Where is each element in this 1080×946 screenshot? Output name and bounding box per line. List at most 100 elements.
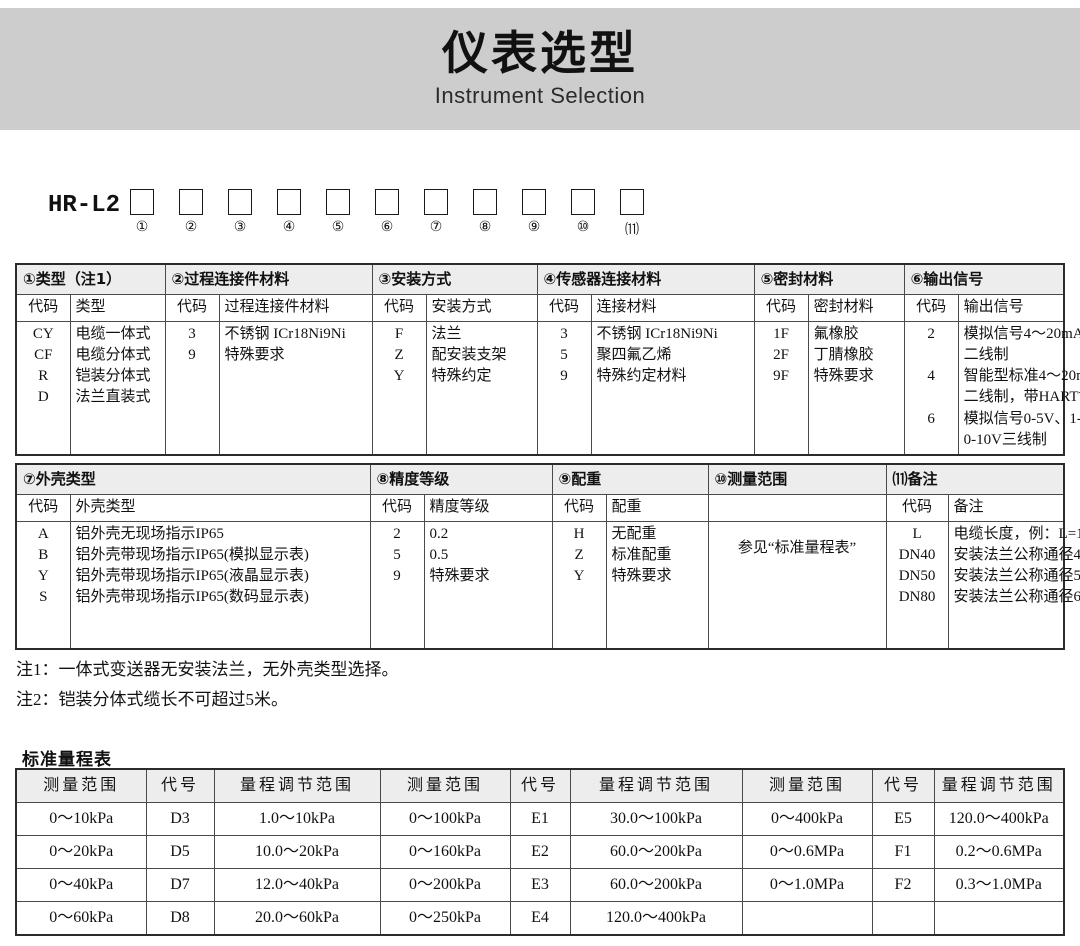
- spec2-group-1-values: 铝外壳无现场指示IP65 铝外壳带现场指示IP65(模拟显示表) 铝外壳带现场指示I…: [69, 520, 371, 650]
- spec1-group-6-codes: 2 4 6: [903, 320, 959, 456]
- range-cell-r3-c2: D7: [145, 868, 215, 902]
- range-table-row: 0～10kPa D3 1.0～10kPa 0～100kPa E1 30.0～100kPa 0…: [15, 802, 1065, 836]
- model-code-box-9[interactable]: [522, 189, 546, 215]
- page-banner: 仪表选型 Instrument Selection: [0, 8, 1080, 130]
- code-item: 5: [560, 346, 568, 363]
- range-cell-r3-c4: 0～200kPa: [379, 868, 511, 902]
- model-code-index-2: ②: [184, 219, 198, 235]
- range-cell-r4-c4: 0～250kPa: [379, 901, 511, 936]
- spec2-subheader-2-1: 代码: [369, 494, 425, 522]
- spec1-group-heading-1: ①类型（注1）: [15, 263, 166, 296]
- value-item: 法兰: [431, 325, 462, 342]
- value-item: 聚四氟乙烯: [596, 346, 672, 363]
- sub-header-row: 代码 外壳类型 代码 精度等级 代码 配重 代码 备注: [15, 494, 1065, 522]
- page-title-en: Instrument Selection: [434, 83, 646, 109]
- spec2-group-2-codes: 2 5 9: [369, 520, 425, 650]
- spec1-group-heading-5: ⑤密封材料: [753, 263, 905, 296]
- value-item: 铝外壳带现场指示IP65(液晶显示表): [75, 568, 309, 585]
- range-cell-r1-c6: 30.0～100kPa: [569, 802, 743, 836]
- spec1-subheader-4-2: 连接材料: [590, 294, 755, 322]
- spec2-subheader-3-2: 配重: [605, 494, 709, 522]
- value-item: 特殊要求: [429, 568, 490, 585]
- value-item: 配安装支架: [431, 346, 507, 363]
- code-item: D: [37, 389, 49, 406]
- code-item: CY: [32, 325, 54, 342]
- value-item: 无配重: [611, 525, 657, 542]
- range-cell-r4-c5: E4: [509, 901, 571, 936]
- code-item: 9: [188, 346, 196, 363]
- spec2-subheader-5-1: 代码: [885, 494, 949, 522]
- range-cell-r4-c1: 0～60kPa: [15, 901, 147, 936]
- spec2-subheader-1-1: 代码: [15, 494, 71, 522]
- range-cell-r1-c8: E5: [871, 802, 935, 836]
- code-item: Z: [574, 546, 584, 563]
- model-code-index-9: ⑨: [527, 219, 541, 235]
- value-item: 电缆分体式: [75, 346, 151, 363]
- range-cell-r2-c2: D5: [145, 835, 215, 869]
- spec2-group-5-values: 电缆长度，例：L=10m 安装法兰公称通径40mm 安装法兰公称通径50mm 安装法兰…: [947, 520, 1080, 650]
- notes-block: 注1：一体式变送器无安装法兰，无外壳类型选择。 注2：铠装分体式缆长不可超过5米…: [16, 655, 916, 715]
- model-code-box-6[interactable]: [375, 189, 399, 215]
- value-item: 法兰直装式: [75, 389, 151, 406]
- model-code-box-3[interactable]: [228, 189, 252, 215]
- code-item: 9: [393, 568, 401, 585]
- value-item: 不锈钢 ICr18Ni9Ni: [596, 325, 718, 342]
- value-item: 模拟信号4～20mA: [963, 325, 1080, 342]
- spec2-group-heading-3: ⑨配重: [551, 463, 709, 496]
- range-header-2: 代号: [145, 768, 215, 803]
- model-code-box-11[interactable]: [620, 189, 644, 215]
- range-cell-r2-c7: 0～0.6MPa: [741, 835, 873, 869]
- spec2-group-2-values: 0.2 0.5 特殊要求: [423, 520, 553, 650]
- code-item: 2: [393, 525, 401, 542]
- code-item: 3: [188, 325, 196, 342]
- code-item: [910, 387, 953, 408]
- group-heading-row: ①类型（注1） ②过程连接件材料 ③安装方式 ④传感器连接材料 ⑤密封材料 ⑥输出信号: [15, 263, 1065, 296]
- range-cell-r1-c9: 120.0～400kPa: [933, 802, 1065, 836]
- model-code-box-2[interactable]: [179, 189, 203, 215]
- code-item: DN80: [898, 589, 936, 606]
- model-code-index-6: ⑥: [380, 219, 394, 235]
- value-item: 丁腈橡胶: [813, 346, 874, 363]
- spec-table-groups-7-11: ⑦外壳类型 ⑧精度等级 ⑨配重 ⑩测量范围 ⑾备注 代码 外壳类型 代码 精度等级 代码 配重 代码…: [15, 463, 1080, 650]
- model-code-box-10[interactable]: [571, 189, 595, 215]
- value-item: 特殊要求: [813, 368, 874, 385]
- range-cell-r4-c3: 20.0～60kPa: [213, 901, 381, 936]
- spec2-subheader-3-1: 代码: [551, 494, 607, 522]
- range-cell-r4-c9: [933, 901, 1065, 936]
- code-item: A: [37, 525, 49, 542]
- range-header-7: 测量范围: [741, 768, 873, 803]
- value-item: 特殊约定: [431, 368, 492, 385]
- model-code-box-7[interactable]: [424, 189, 448, 215]
- spec1-group-5-codes: 1F 2F 9F: [753, 320, 809, 456]
- spec2-subheader-5-2: 备注: [947, 494, 1065, 522]
- range-cell-r3-c7: 0～1.0MPa: [741, 868, 873, 902]
- spec2-subheader-1-2: 外壳类型: [69, 494, 371, 522]
- spec1-group-heading-4: ④传感器连接材料: [536, 263, 755, 296]
- value-item: 铠装分体式: [75, 368, 151, 385]
- range-cell-r3-c9: 0.3～1.0MPa: [933, 868, 1065, 902]
- model-code-box-1[interactable]: [130, 189, 154, 215]
- spec1-group-4-codes: 3 5 9: [536, 320, 592, 456]
- model-code-index-5: ⑤: [331, 219, 345, 235]
- note-2: 注2：铠装分体式缆长不可超过5米。: [16, 689, 288, 709]
- spec2-group-heading-5: ⑾备注: [885, 463, 1065, 496]
- model-code-index-4: ④: [282, 219, 296, 235]
- range-cell-r1-c5: E1: [509, 802, 571, 836]
- code-item: L: [912, 525, 922, 542]
- spec1-group-4-values: 不锈钢 ICr18Ni9Ni 聚四氟乙烯 特殊约定材料: [590, 320, 755, 456]
- range-header-row: 测量范围 代号 量程调节范围 测量范围 代号 量程调节范围 测量范围 代号 量程调节范围: [15, 768, 1065, 803]
- model-code-index-3: ③: [233, 219, 247, 235]
- code-item: 4: [927, 368, 935, 385]
- spec1-group-3-values: 法兰配安装支架特殊约定: [425, 320, 538, 456]
- model-code-box-5[interactable]: [326, 189, 350, 215]
- model-code-index-11: ⑾: [625, 222, 639, 238]
- range-cell-r4-c8: [871, 901, 935, 936]
- range-cell-r3-c1: 0～40kPa: [15, 868, 147, 902]
- range-cell-r2-c9: 0.2～0.6MPa: [933, 835, 1065, 869]
- range-cell-r3-c8: F2: [871, 868, 935, 902]
- model-code-box-8[interactable]: [473, 189, 497, 215]
- value-item: 安装法兰公称通径40mm: [953, 546, 1080, 563]
- model-code-box-4[interactable]: [277, 189, 301, 215]
